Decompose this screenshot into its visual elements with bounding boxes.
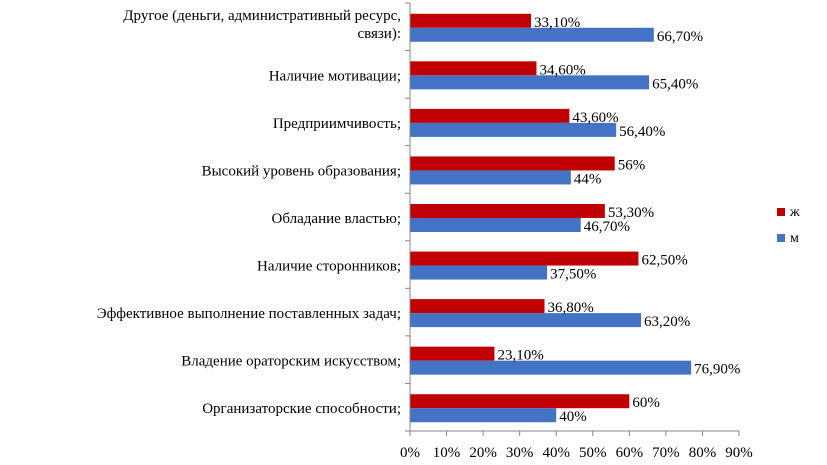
bar-zh-5	[410, 251, 639, 266]
legend-label-m: м	[790, 231, 799, 246]
x-tick-label-4: 40%	[542, 445, 570, 461]
category-label-2: Предприимчивость;	[273, 116, 401, 132]
data-label-zh-3: 56%	[618, 157, 646, 173]
bar-zh-7	[410, 346, 495, 361]
data-label-m-5: 37,50%	[550, 267, 596, 283]
bar-zh-1	[410, 61, 537, 76]
bar-m-0	[410, 27, 654, 42]
x-tick-label-9: 90%	[725, 445, 753, 461]
bar-m-5	[410, 265, 548, 280]
data-label-zh-0: 33,10%	[534, 15, 580, 31]
x-tick-label-2: 20%	[469, 445, 497, 461]
x-tick-label-6: 60%	[616, 445, 644, 461]
category-label-8: Организаторские способности;	[202, 401, 401, 417]
bar-m-6	[410, 313, 642, 328]
bar-m-8	[410, 408, 557, 423]
x-tick-label-5: 50%	[579, 445, 607, 461]
category-label-3: Высокий уровень образования;	[202, 163, 401, 179]
category-label-5: Наличие сторонников;	[257, 259, 401, 275]
legend-label-zh: ж	[789, 205, 800, 220]
legend-swatch-zh	[777, 208, 785, 216]
data-labels: 33,10% 66,70% 34,60% 65,40% 43,60%56,40% 56% 4…	[497, 15, 740, 425]
data-label-m-4: 46,70%	[584, 219, 630, 235]
category-label-4: Обладание властью;	[272, 211, 401, 227]
data-label-m-2: 56,40%	[619, 124, 665, 140]
category-label-7: Владение ораторским искусством;	[181, 354, 401, 370]
bar-m-2	[410, 122, 617, 137]
bar-zh-4	[410, 204, 605, 218]
x-tick-label-8: 80%	[689, 445, 717, 461]
data-label-zh-4: 53,30%	[608, 205, 654, 221]
category-label-6: Эффективное выполнение поставленных зада…	[97, 306, 401, 322]
bars-layer	[410, 13, 692, 423]
data-label-zh-6: 36,80%	[548, 300, 594, 316]
x-tick-label-1: 10%	[433, 445, 461, 461]
data-label-zh-2: 43,60%	[572, 110, 618, 126]
category-label-0-line-1: связи):	[357, 26, 401, 42]
data-label-m-6: 63,20%	[644, 314, 690, 330]
bar-zh-3	[410, 156, 615, 171]
data-label-m-3: 44%	[574, 171, 602, 187]
bar-m-3	[410, 170, 571, 185]
x-tick-label-0: 0%	[400, 445, 420, 461]
data-label-zh-8: 60%	[632, 395, 660, 411]
x-axis: 0% 10% 20% 30% 40% 50% 60% 70% 80% 90%	[400, 2, 753, 461]
bar-zh-6	[410, 299, 545, 314]
data-label-zh-7: 23,10%	[497, 348, 543, 364]
bar-zh-0	[410, 13, 531, 28]
legend-swatch-m	[777, 234, 785, 242]
bar-zh-2	[410, 108, 570, 123]
category-label-1: Наличие мотивации;	[269, 68, 401, 84]
bar-m-7	[410, 360, 692, 375]
legend: жм	[777, 205, 800, 246]
bar-zh-8	[410, 394, 630, 409]
x-tick-label-7: 70%	[652, 445, 680, 461]
bar-m-1	[410, 75, 650, 90]
bar-m-4	[410, 218, 581, 232]
data-label-m-0: 66,70%	[657, 29, 703, 45]
x-tick-label-3: 30%	[506, 445, 534, 461]
data-label-zh-5: 62,50%	[641, 253, 687, 269]
data-label-m-1: 65,40%	[652, 76, 698, 92]
data-label-zh-1: 34,60%	[539, 62, 585, 78]
category-labels: Другое (деньги, административный ресурс,…	[97, 8, 401, 417]
category-label-0-line-0: Другое (деньги, административный ресурс,	[123, 8, 401, 24]
data-label-m-7: 76,90%	[694, 362, 740, 378]
data-label-m-8: 40%	[559, 409, 587, 425]
